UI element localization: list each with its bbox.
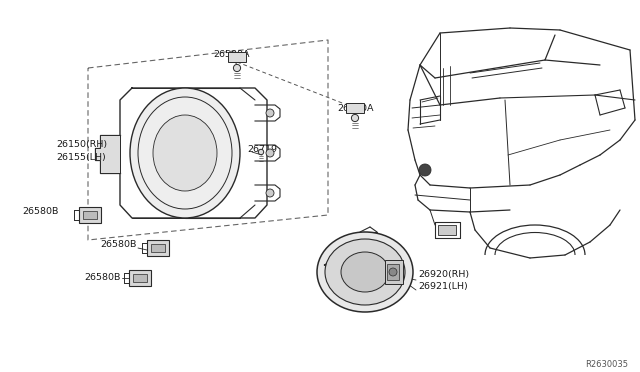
Text: 26580A: 26580A (213, 50, 250, 59)
Text: 26920(RH): 26920(RH) (418, 270, 469, 279)
Text: R2630035: R2630035 (585, 360, 628, 369)
Bar (438, 225, 456, 235)
Text: 26921(LH): 26921(LH) (418, 282, 468, 291)
Text: 26580B: 26580B (100, 240, 136, 249)
Ellipse shape (130, 88, 240, 218)
Circle shape (419, 164, 431, 176)
Bar (79, 207, 101, 223)
Circle shape (389, 268, 397, 276)
Circle shape (266, 189, 274, 197)
Polygon shape (385, 260, 403, 284)
Bar (387, 264, 399, 280)
Circle shape (259, 149, 264, 155)
Bar (83, 211, 97, 219)
Text: 26580B: 26580B (84, 273, 120, 282)
Ellipse shape (153, 115, 217, 191)
Bar (147, 240, 169, 256)
Ellipse shape (325, 239, 405, 305)
Circle shape (266, 149, 274, 157)
Bar (133, 274, 147, 282)
Bar (151, 244, 165, 252)
Polygon shape (95, 135, 120, 173)
Circle shape (266, 109, 274, 117)
Ellipse shape (317, 232, 413, 312)
Bar (129, 270, 151, 286)
Text: 26155(LH): 26155(LH) (56, 153, 106, 162)
Text: 26580B: 26580B (22, 207, 58, 216)
Circle shape (351, 115, 358, 122)
Bar (228, 52, 246, 62)
Text: 26580A: 26580A (337, 104, 374, 113)
Circle shape (234, 64, 241, 71)
Bar (346, 103, 364, 113)
Text: 26719: 26719 (247, 145, 277, 154)
Ellipse shape (341, 252, 389, 292)
Text: 26150(RH): 26150(RH) (56, 140, 107, 149)
